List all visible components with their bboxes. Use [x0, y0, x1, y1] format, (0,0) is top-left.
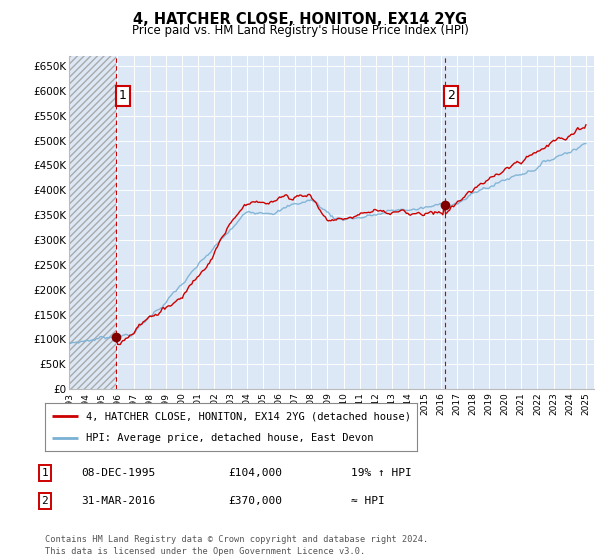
Text: 08-DEC-1995: 08-DEC-1995: [81, 468, 155, 478]
Bar: [69, 56, 116, 389]
Text: 1: 1: [119, 90, 127, 102]
Text: 4, HATCHER CLOSE, HONITON, EX14 2YG (detached house): 4, HATCHER CLOSE, HONITON, EX14 2YG (det…: [86, 411, 411, 421]
Text: Contains HM Land Registry data © Crown copyright and database right 2024.
This d: Contains HM Land Registry data © Crown c…: [45, 535, 428, 556]
Text: 19% ↑ HPI: 19% ↑ HPI: [351, 468, 412, 478]
Text: ≈ HPI: ≈ HPI: [351, 496, 385, 506]
Text: £370,000: £370,000: [228, 496, 282, 506]
Text: 1: 1: [41, 468, 49, 478]
Text: 2: 2: [447, 90, 455, 102]
Text: £104,000: £104,000: [228, 468, 282, 478]
Text: 4, HATCHER CLOSE, HONITON, EX14 2YG: 4, HATCHER CLOSE, HONITON, EX14 2YG: [133, 12, 467, 27]
Text: 31-MAR-2016: 31-MAR-2016: [81, 496, 155, 506]
Text: HPI: Average price, detached house, East Devon: HPI: Average price, detached house, East…: [86, 433, 373, 443]
Text: 2: 2: [41, 496, 49, 506]
Text: Price paid vs. HM Land Registry's House Price Index (HPI): Price paid vs. HM Land Registry's House …: [131, 24, 469, 36]
